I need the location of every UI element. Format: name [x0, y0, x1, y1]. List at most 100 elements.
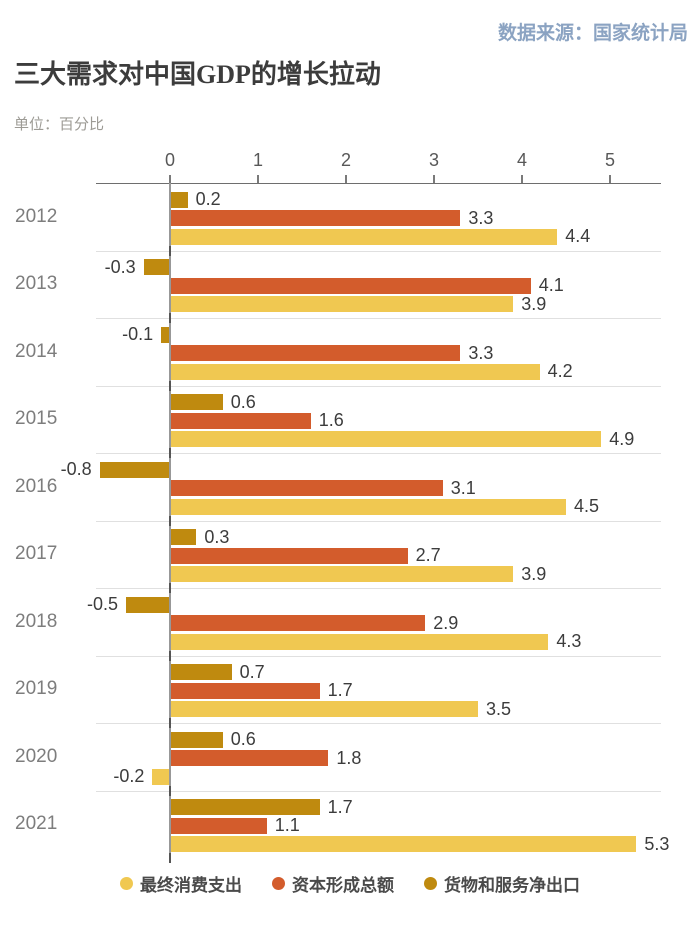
x-axis-tick-label: 3 [428, 150, 440, 170]
bar-value-label: 3.5 [486, 698, 512, 719]
bar-value-label: -0.5 [86, 594, 118, 614]
legend-item-net-exports: 货物和服务净出口 [424, 871, 580, 896]
legend-dot-icon [120, 877, 133, 890]
zero-baseline-tick [169, 313, 171, 323]
year-label: 2021 [15, 813, 58, 835]
year-label: 2017 [15, 543, 58, 565]
bar-capital-formation [170, 480, 443, 496]
bar-consumption [170, 836, 637, 852]
x-axis-tick-label: 5 [604, 150, 616, 170]
bar-value-label: 2.7 [415, 545, 441, 565]
legend-label: 最终消费支出 [140, 876, 242, 895]
bar-consumption [170, 363, 540, 380]
bar-value-label: 4.1 [538, 275, 564, 295]
bar-value-label: 4.5 [574, 496, 600, 516]
bar-value-label: 1.8 [336, 747, 362, 768]
bar-consumption [170, 498, 566, 515]
zero-baseline-tick [169, 650, 171, 661]
bar-value-label: 4.2 [547, 361, 573, 381]
year-group-separator [95, 520, 661, 522]
bar-capital-formation [170, 210, 461, 226]
zero-baseline-tick [169, 583, 171, 593]
zero-baseline-tick [169, 785, 171, 796]
bar-value-label: 2.9 [433, 612, 459, 633]
x-axis-tick-label: 1 [252, 150, 264, 170]
bar-net-exports [170, 664, 232, 680]
bar-consumption [170, 701, 478, 717]
legend-dot-icon [424, 877, 437, 890]
x-axis-tick-mark [345, 174, 347, 183]
bar-value-label: 3.3 [468, 207, 494, 228]
bar-value-label: 0.7 [239, 661, 265, 682]
bar-consumption [170, 431, 602, 447]
legend-item-consumption: 最终消费支出 [120, 871, 242, 896]
bar-net-exports [170, 394, 223, 410]
bar-value-label: 4.9 [609, 428, 635, 449]
legend-item-capital-formation: 资本形成总额 [272, 871, 394, 896]
year-group-separator [95, 385, 661, 387]
bar-value-label: 4.4 [565, 226, 591, 246]
year-group-separator [95, 655, 661, 657]
x-axis-tick-mark [433, 174, 435, 183]
bar-capital-formation [170, 277, 531, 294]
bar-value-label: 0.6 [230, 729, 256, 749]
year-group-separator [95, 723, 661, 724]
bar-capital-formation [170, 615, 426, 631]
chart-title: 三大需求对中国GDP的增长拉动 [14, 60, 381, 89]
x-axis-line [95, 182, 661, 184]
bar-value-label: 1.6 [318, 410, 344, 430]
year-label: 2013 [15, 273, 58, 295]
bar-capital-formation [170, 817, 267, 834]
zero-baseline-tick [169, 380, 171, 391]
year-group-separator [95, 588, 661, 589]
bar-value-label: 1.7 [327, 680, 353, 700]
zero-baseline-tick [169, 245, 171, 256]
bar-consumption [170, 633, 549, 650]
x-axis-tick-mark [609, 174, 611, 183]
bar-value-label: 4.3 [556, 631, 582, 651]
bar-net-exports [170, 731, 223, 748]
bar-consumption [170, 228, 558, 245]
bar-value-label: 0.6 [230, 391, 256, 412]
bar-value-label: 0.3 [204, 526, 230, 547]
year-label: 2019 [15, 678, 58, 700]
bar-value-label: 3.3 [468, 342, 494, 363]
bar-consumption [170, 296, 514, 312]
bar-consumption [152, 768, 170, 785]
bar-value-label: 1.7 [327, 796, 353, 817]
legend-label: 资本形成总额 [292, 876, 394, 895]
bar-net-exports [143, 259, 170, 275]
x-axis-tick-mark [257, 174, 259, 183]
x-axis-tick-mark [169, 174, 171, 183]
legend-label: 货物和服务净出口 [444, 876, 580, 895]
bar-value-label: -0.2 [113, 766, 145, 786]
x-axis-tick-label: 4 [516, 150, 528, 170]
bar-net-exports [126, 596, 170, 613]
bar-net-exports [161, 326, 170, 343]
year-group-separator [95, 453, 661, 454]
x-axis-tick-mark [521, 174, 523, 183]
unit-label: 单位：百分比 [14, 116, 105, 133]
bar-value-label: 3.9 [521, 293, 547, 314]
bar-value-label: 3.9 [521, 563, 547, 584]
bar-net-exports [170, 191, 188, 208]
bar-value-label: 5.3 [644, 833, 670, 854]
x-axis-tick-label: 0 [164, 150, 176, 170]
year-group-separator [95, 318, 661, 319]
bar-capital-formation [170, 750, 329, 766]
bar-net-exports [170, 529, 197, 545]
zero-baseline-tick [169, 515, 171, 526]
bar-net-exports [99, 461, 170, 478]
year-label: 2014 [15, 340, 58, 362]
bar-consumption [170, 566, 514, 582]
bar-value-label: 3.1 [450, 477, 476, 498]
bar-net-exports [170, 799, 320, 815]
bar-capital-formation [170, 547, 408, 564]
bar-value-label: -0.8 [60, 459, 92, 479]
chart-legend: 最终消费支出 资本形成总额 货物和服务净出口 [0, 871, 700, 896]
x-axis-tick-label: 2 [340, 150, 352, 170]
legend-dot-icon [272, 877, 285, 890]
year-group-separator [95, 790, 661, 792]
year-label: 2020 [15, 745, 58, 767]
